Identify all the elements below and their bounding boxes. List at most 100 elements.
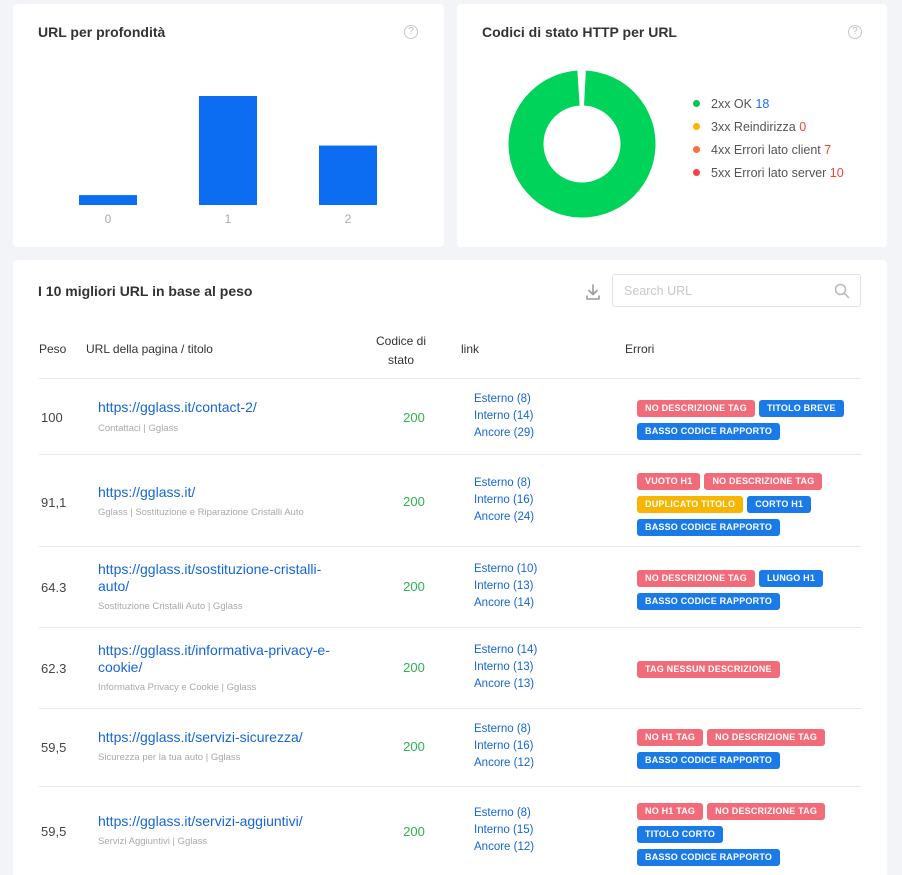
error-badge[interactable]: CORTO H1: [747, 496, 812, 513]
link-anchors[interactable]: Ancore (12): [474, 841, 535, 853]
legend-count: 7: [824, 143, 832, 157]
header-errors[interactable]: Errori: [625, 342, 655, 356]
table-row: 100 https://gglass.it/contact-2/ Contatt…: [39, 378, 861, 455]
error-badge[interactable]: BASSO CODICE RAPPORTO: [637, 423, 781, 440]
header-link[interactable]: link: [461, 342, 480, 356]
link-external[interactable]: Esterno (8): [474, 477, 531, 489]
row-page-title: Sicurezza per la tua auto | Gglass: [98, 752, 241, 763]
link-internal[interactable]: Interno (15): [474, 824, 534, 836]
error-badge[interactable]: NO DESCRIZIONE TAG: [707, 729, 826, 746]
row-weight: 59,5: [41, 824, 67, 839]
legend-count: 10: [829, 166, 844, 180]
row-url-link[interactable]: https://gglass.it/servizi-sicurezza/: [98, 729, 303, 745]
row-errors: NO DESCRIZIONE TAG TITOLO BREVE BASSO CODI…: [637, 398, 867, 444]
legend-count: 18: [755, 97, 770, 111]
depth-bar-chart: 0 1 2: [79, 96, 377, 226]
download-icon[interactable]: [585, 283, 601, 301]
row-url-link[interactable]: https://gglass.it/contact-2/: [98, 399, 257, 415]
row-links: Esterno (14) Interno (13) Ancore (13): [474, 642, 537, 693]
error-badge[interactable]: TITOLO CORTO: [637, 826, 724, 843]
legend-item-4xx[interactable]: 4xx Errori lato client 7: [693, 143, 831, 157]
row-weight: 100: [41, 410, 63, 425]
link-external[interactable]: Esterno (14): [474, 644, 538, 656]
x-tick-label: 0: [105, 212, 112, 226]
row-page-title: Informativa Privacy e Cookie | Gglass: [98, 682, 257, 693]
row-url-link[interactable]: https://gglass.it/informativa-privacy-e-…: [98, 642, 330, 675]
table-row: 59,5 https://gglass.it/servizi-aggiuntiv…: [39, 786, 861, 875]
legend-item-3xx[interactable]: 3xx Reindirizza 0: [693, 120, 806, 134]
bar-2[interactable]: [319, 145, 377, 205]
row-errors: NO H1 TAG NO DESCRIZIONE TAG TITOLO CORTO B…: [637, 801, 867, 870]
legend-item-5xx[interactable]: 5xx Errori lato server 10: [693, 166, 844, 180]
link-external[interactable]: Esterno (8): [474, 723, 531, 735]
error-badge[interactable]: NO DESCRIZIONE TAG: [707, 803, 826, 820]
link-anchors[interactable]: Ancore (24): [474, 511, 535, 523]
link-anchors[interactable]: Ancore (13): [474, 678, 535, 690]
link-external[interactable]: Esterno (8): [474, 807, 531, 819]
link-internal[interactable]: Interno (16): [474, 740, 534, 752]
search-url-input[interactable]: [613, 275, 823, 306]
legend-count: 0: [799, 120, 807, 134]
table-row: 62.3 https://gglass.it/informativa-priva…: [39, 627, 861, 708]
error-badge[interactable]: DUPLICATO TITOLO: [637, 496, 744, 513]
http-card-title: Codici di stato HTTP per URL: [482, 24, 677, 40]
row-weight: 91,1: [41, 495, 67, 510]
header-url[interactable]: URL della pagina / titolo: [86, 342, 213, 356]
error-badge[interactable]: VUOTO H1: [637, 473, 701, 490]
link-external[interactable]: Esterno (8): [474, 393, 531, 405]
bar-1[interactable]: [199, 96, 257, 205]
error-badge[interactable]: BASSO CODICE RAPPORTO: [637, 752, 781, 769]
row-weight: 64.3: [41, 580, 67, 595]
row-page-title: Servizi Aggiuntivi | Gglass: [98, 836, 208, 847]
row-page-title: Gglass | Sostituzione e Riparazione Cris…: [98, 507, 304, 518]
link-external[interactable]: Esterno (10): [474, 563, 538, 575]
row-url-link[interactable]: https://gglass.it/: [98, 484, 196, 500]
row-errors: NO H1 TAG NO DESCRIZIONE TAG BASSO CODICE …: [637, 727, 867, 773]
row-errors: VUOTO H1 NO DESCRIZIONE TAG DUPLICATO TITO…: [637, 471, 867, 540]
row-url-link[interactable]: https://gglass.it/servizi-aggiuntivi/: [98, 813, 303, 829]
link-anchors[interactable]: Ancore (14): [474, 597, 535, 609]
link-internal[interactable]: Interno (13): [474, 580, 534, 592]
error-badge[interactable]: BASSO CODICE RAPPORTO: [637, 593, 781, 610]
row-links: Esterno (10) Interno (13) Ancore (14): [474, 561, 537, 612]
legend-item-2xx[interactable]: 2xx OK 18: [693, 97, 769, 111]
donut-segment-2xx[interactable]: [508, 70, 656, 218]
header-status[interactable]: Codice di stato: [375, 334, 427, 367]
error-badge[interactable]: LUNGO H1: [758, 570, 824, 587]
row-status-code: 200: [403, 660, 425, 675]
help-icon[interactable]: ?: [404, 25, 418, 39]
link-internal[interactable]: Interno (14): [474, 410, 534, 422]
x-tick-label: 2: [345, 212, 352, 226]
depth-card-title: URL per profondità: [38, 24, 166, 40]
row-weight: 59,5: [41, 740, 67, 755]
table-row: 64.3 https://gglass.it/sostituzione-cris…: [39, 546, 861, 628]
depth-card: URL per profondità ? 0 1 2: [13, 4, 444, 247]
link-internal[interactable]: Interno (16): [474, 494, 534, 506]
link-anchors[interactable]: Ancore (12): [474, 757, 535, 769]
error-badge[interactable]: NO H1 TAG: [637, 803, 704, 820]
error-badge[interactable]: NO H1 TAG: [637, 729, 704, 746]
row-links: Esterno (8) Interno (15) Ancore (12): [474, 805, 534, 856]
link-anchors[interactable]: Ancore (29): [474, 427, 535, 439]
row-errors: NO DESCRIZIONE TAG LUNGO H1 BASSO CODICE R…: [637, 568, 867, 614]
error-badge[interactable]: TITOLO BREVE: [758, 400, 844, 417]
search-icon[interactable]: [834, 283, 850, 299]
header-peso[interactable]: Peso: [39, 342, 67, 356]
row-page-title: Contattaci | Gglass: [98, 423, 179, 434]
error-badge[interactable]: BASSO CODICE RAPPORTO: [637, 849, 781, 866]
help-icon[interactable]: ?: [848, 25, 862, 39]
error-badge[interactable]: NO DESCRIZIONE TAG: [637, 570, 755, 587]
row-page-title: Sostituzione Cristalli Auto | Gglass: [98, 601, 243, 612]
error-badge[interactable]: BASSO CODICE RAPPORTO: [637, 519, 781, 536]
link-internal[interactable]: Interno (13): [474, 661, 534, 673]
row-url-link[interactable]: https://gglass.it/sostituzione-cristalli…: [98, 561, 322, 594]
row-weight: 62.3: [41, 661, 67, 676]
row-status-code: 200: [403, 494, 425, 509]
bar-0[interactable]: [79, 195, 137, 205]
error-badge[interactable]: TAG NESSUN DESCRIZIONE: [637, 661, 780, 678]
table-row: 59,5 https://gglass.it/servizi-sicurezza…: [39, 708, 861, 787]
error-badge[interactable]: NO DESCRIZIONE TAG: [637, 400, 755, 417]
table-card-title: I 10 migliori URL in base al peso: [38, 283, 253, 299]
error-badge[interactable]: NO DESCRIZIONE TAG: [704, 473, 823, 490]
legend-dot: [693, 123, 700, 130]
